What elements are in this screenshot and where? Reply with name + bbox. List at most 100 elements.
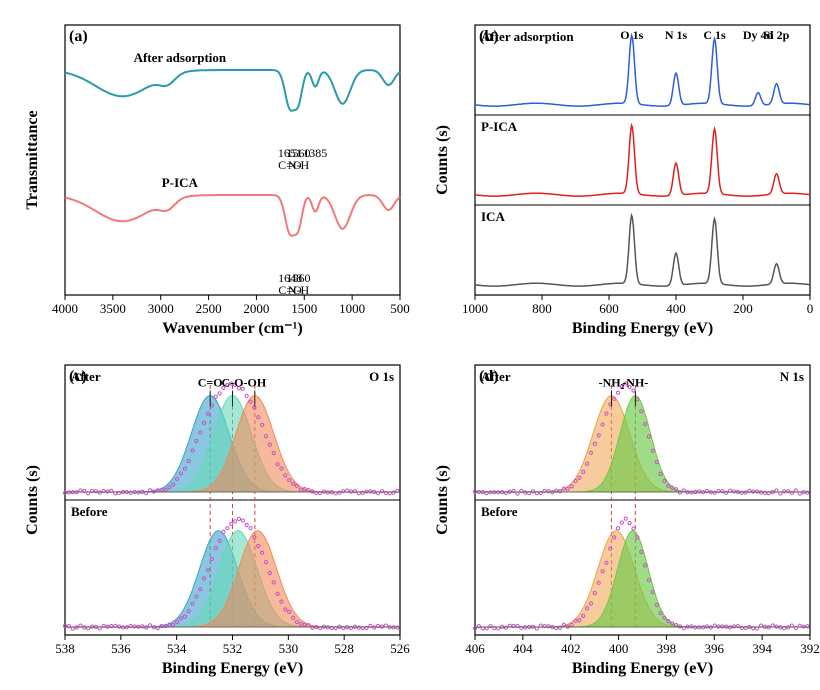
data-point [678, 491, 681, 494]
svg-text:1000: 1000 [339, 301, 365, 316]
data-point [682, 489, 685, 492]
data-point [369, 490, 372, 493]
data-point [690, 625, 693, 628]
svg-text:800: 800 [532, 301, 552, 316]
svg-text:526: 526 [390, 641, 410, 656]
svg-text:400: 400 [666, 301, 686, 316]
spectrum-label: O 1s [369, 369, 394, 384]
peak-label: C 1s [703, 28, 726, 42]
data-point [129, 491, 132, 494]
data-point [230, 522, 233, 525]
svg-text:396: 396 [705, 641, 725, 656]
svg-text:538: 538 [55, 641, 75, 656]
data-point [562, 623, 565, 626]
svg-text:392: 392 [800, 641, 820, 656]
ir-trace [65, 195, 400, 236]
svg-text:2000: 2000 [243, 301, 269, 316]
svg-text:600: 600 [599, 301, 619, 316]
peak-label: Si 2p [764, 28, 790, 42]
data-point [752, 490, 755, 493]
data-point [338, 491, 341, 494]
data-point [218, 392, 221, 395]
peak-label: N 1s [665, 28, 688, 42]
row-label: Before [71, 504, 108, 519]
svg-text:528: 528 [334, 641, 354, 656]
svg-text:0: 0 [807, 301, 814, 316]
svg-text:402: 402 [561, 641, 581, 656]
data-point [79, 489, 82, 492]
component-label: -OH [243, 375, 266, 389]
data-point [361, 491, 364, 494]
spectrum-label: N 1s [780, 369, 804, 384]
data-point [516, 492, 519, 495]
data-point [245, 394, 248, 397]
data-point [632, 389, 635, 392]
trace-label: ICA [481, 209, 505, 224]
y-axis-label: Counts (s) [434, 125, 451, 195]
data-point [705, 625, 708, 628]
data-point [531, 490, 534, 493]
panel-b: 1000 800 600 400 200 0 Binding Energy (eV) Coun… [420, 10, 820, 340]
data-point [806, 491, 809, 494]
svg-text:1000: 1000 [462, 301, 488, 316]
data-point [214, 395, 217, 398]
data-point [241, 519, 244, 522]
data-point [396, 626, 399, 629]
data-point [349, 490, 352, 493]
data-point [775, 489, 778, 492]
svg-text:4000: 4000 [52, 301, 78, 316]
row-label: Before [481, 504, 518, 519]
svg-text:394: 394 [752, 641, 772, 656]
panel-tag: (a) [69, 28, 88, 45]
trace-label: After adsorption [134, 50, 227, 65]
row-label: After [71, 369, 101, 384]
data-point [148, 624, 151, 627]
xps-survey-trace [475, 125, 810, 196]
data-point [786, 490, 789, 493]
data-point [485, 627, 488, 630]
fit-component [475, 531, 810, 627]
data-point [725, 491, 728, 494]
ir-trace [65, 70, 400, 111]
svg-text:500: 500 [390, 301, 410, 316]
data-point [620, 521, 623, 524]
svg-text:3000: 3000 [148, 301, 174, 316]
data-point [106, 490, 109, 493]
svg-text:532: 532 [223, 641, 243, 656]
svg-text:536: 536 [111, 641, 131, 656]
xps-survey-trace [475, 35, 810, 106]
trace-label: P-ICA [162, 175, 199, 190]
data-point [392, 491, 395, 494]
component-label: -NH₂ [599, 375, 625, 389]
peak-annotation-sub: N-H [288, 158, 310, 172]
peak-annotation-sub: N-H [288, 283, 310, 297]
trace-label: After adsorption [481, 29, 574, 44]
data-point [524, 491, 527, 494]
data-point [98, 491, 101, 494]
svg-text:400: 400 [609, 641, 629, 656]
data-point [721, 625, 724, 628]
y-axis-label: Counts (s) [434, 465, 451, 535]
data-point [249, 527, 252, 530]
data-point [245, 523, 248, 526]
panel-a: 4000350030002500200015001000500Wavenumbe… [10, 10, 410, 340]
svg-text:398: 398 [657, 641, 677, 656]
svg-text:200: 200 [733, 301, 753, 316]
row-label: After [481, 369, 511, 384]
data-point [794, 489, 797, 492]
data-point [632, 527, 635, 530]
data-point [83, 626, 86, 629]
data-point [798, 492, 801, 495]
data-point [616, 391, 619, 394]
x-axis-label: Binding Energy (eV) [572, 320, 713, 337]
data-point [141, 625, 144, 628]
trace-label: P-ICA [481, 119, 518, 134]
figure-grid: 4000350030002500200015001000500Wavenumbe… [10, 10, 810, 680]
data-point [628, 521, 631, 524]
data-point [226, 527, 229, 530]
svg-text:404: 404 [513, 641, 533, 656]
data-point [75, 626, 78, 629]
svg-text:534: 534 [167, 641, 187, 656]
data-point [148, 489, 151, 492]
data-point [783, 490, 786, 493]
